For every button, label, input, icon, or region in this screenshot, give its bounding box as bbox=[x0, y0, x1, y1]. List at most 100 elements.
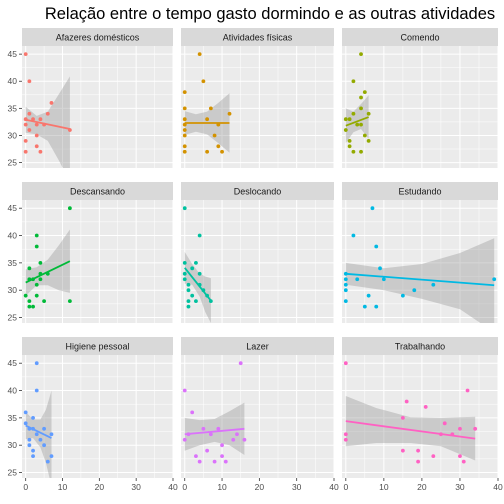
data-point bbox=[243, 438, 247, 442]
data-point bbox=[220, 454, 224, 458]
data-point bbox=[355, 123, 359, 127]
data-point bbox=[344, 288, 348, 292]
data-point bbox=[27, 79, 31, 83]
facet-panel: Atividades físicas bbox=[181, 28, 334, 168]
facet-panel: Descansando 25 30 35 40 45 bbox=[8, 182, 173, 323]
x-tick-label: 0 bbox=[23, 482, 28, 492]
data-point bbox=[374, 305, 378, 309]
facet-panel: Afazeres domésticos 25 30 35 40 45 bbox=[8, 28, 173, 182]
data-point bbox=[363, 134, 367, 138]
data-point bbox=[183, 277, 187, 281]
data-point bbox=[235, 432, 239, 436]
data-point bbox=[367, 139, 371, 143]
data-point bbox=[31, 117, 35, 121]
data-point bbox=[183, 90, 187, 94]
data-point bbox=[443, 421, 447, 425]
data-point bbox=[355, 277, 359, 281]
data-point bbox=[24, 117, 28, 121]
data-point bbox=[31, 449, 35, 453]
data-point bbox=[187, 432, 191, 436]
data-point bbox=[205, 150, 209, 154]
data-point bbox=[359, 96, 363, 100]
data-point bbox=[27, 266, 31, 270]
data-point bbox=[194, 454, 198, 458]
data-point bbox=[39, 261, 43, 265]
data-point bbox=[231, 438, 235, 442]
y-tick-label: 40 bbox=[8, 386, 18, 396]
data-point bbox=[27, 299, 31, 303]
data-point bbox=[220, 443, 224, 447]
data-point bbox=[187, 288, 191, 292]
data-point bbox=[27, 112, 31, 116]
y-tick-label: 35 bbox=[8, 258, 18, 268]
data-point bbox=[201, 79, 205, 83]
data-point bbox=[183, 389, 187, 393]
x-tick-label: 40 bbox=[329, 482, 339, 492]
facet-strip-label: Estudando bbox=[398, 187, 441, 197]
data-point bbox=[198, 272, 202, 276]
data-point bbox=[348, 144, 352, 148]
data-point bbox=[183, 438, 187, 442]
data-point bbox=[31, 277, 35, 281]
data-point bbox=[405, 400, 409, 404]
data-point bbox=[401, 449, 405, 453]
y-tick-label: 25 bbox=[8, 468, 18, 478]
data-point bbox=[352, 150, 356, 154]
y-tick-label: 30 bbox=[8, 440, 18, 450]
facet-strip-label: Afazeres domésticos bbox=[56, 33, 140, 43]
data-point bbox=[416, 460, 420, 464]
data-point bbox=[224, 460, 228, 464]
data-point bbox=[363, 305, 367, 309]
data-point bbox=[367, 112, 371, 116]
x-tick-label: 0 bbox=[182, 482, 187, 492]
data-point bbox=[198, 283, 202, 287]
data-point bbox=[348, 139, 352, 143]
y-tick-label: 45 bbox=[8, 203, 18, 213]
data-point bbox=[194, 299, 198, 303]
panel-background bbox=[22, 200, 173, 323]
data-point bbox=[190, 411, 194, 415]
x-tick-label: 30 bbox=[292, 482, 302, 492]
data-point bbox=[209, 432, 213, 436]
x-tick-label: 0 bbox=[343, 482, 348, 492]
data-point bbox=[216, 144, 220, 148]
data-point bbox=[473, 427, 477, 431]
data-point bbox=[187, 283, 191, 287]
data-point bbox=[220, 150, 224, 154]
data-point bbox=[416, 449, 420, 453]
data-point bbox=[27, 443, 31, 447]
data-point bbox=[201, 288, 205, 292]
facet-panel: Lazer0 10 20 30 40 bbox=[181, 337, 339, 492]
data-point bbox=[401, 416, 405, 420]
data-point bbox=[27, 277, 31, 281]
data-point bbox=[352, 234, 356, 238]
chart-title: Relação entre o tempo gasto dormindo e a… bbox=[45, 5, 495, 23]
data-point bbox=[352, 79, 356, 83]
facet-strip-label: Descansando bbox=[70, 187, 125, 197]
data-point bbox=[35, 361, 39, 365]
facet-strip-label: Lazer bbox=[246, 342, 269, 352]
data-point bbox=[42, 123, 46, 127]
facet-strip-label: Atividades físicas bbox=[223, 33, 293, 43]
data-point bbox=[198, 460, 202, 464]
data-point bbox=[344, 277, 348, 281]
data-point bbox=[216, 427, 220, 431]
data-point bbox=[412, 288, 416, 292]
x-tick-label: 30 bbox=[455, 482, 465, 492]
data-point bbox=[239, 361, 243, 365]
y-tick-label: 25 bbox=[8, 313, 18, 323]
y-tick-label: 40 bbox=[8, 231, 18, 241]
data-point bbox=[466, 389, 470, 393]
x-tick-label: 10 bbox=[379, 482, 389, 492]
facet-panel: Estudando bbox=[342, 182, 498, 332]
data-point bbox=[27, 305, 31, 309]
data-point bbox=[344, 117, 348, 121]
y-tick-label: 35 bbox=[8, 103, 18, 113]
y-tick-label: 45 bbox=[8, 49, 18, 59]
data-point bbox=[344, 432, 348, 436]
data-point bbox=[344, 438, 348, 442]
panel-background bbox=[181, 355, 334, 478]
data-point bbox=[24, 52, 28, 56]
data-point bbox=[24, 294, 28, 298]
data-point bbox=[213, 460, 217, 464]
